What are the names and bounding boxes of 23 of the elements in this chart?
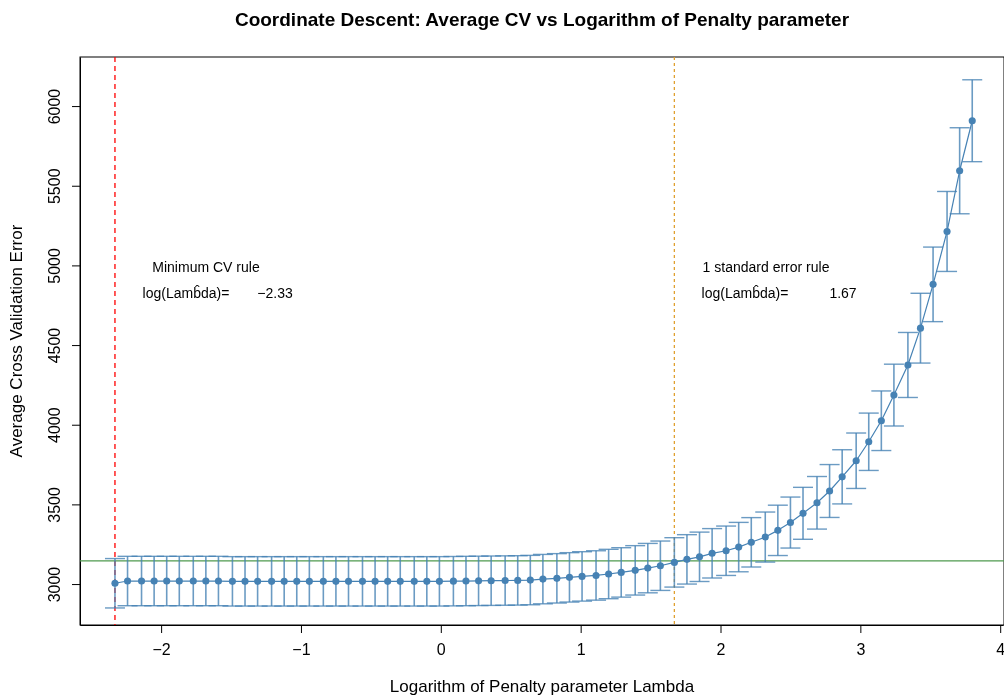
x-tick-label: −1 (292, 641, 311, 659)
y-tick-label: 3500 (46, 486, 63, 523)
y-tick-label: 3000 (46, 566, 63, 603)
x-tick-label: 2 (716, 641, 726, 659)
x-tick-label: 4 (996, 641, 1004, 659)
annotation: 1 standard error rule (702, 258, 830, 275)
x-tick-label: −2 (152, 641, 171, 659)
y-tick-label: 5500 (46, 168, 63, 205)
annotation: log(Lamb̂da)= (701, 284, 789, 301)
x-tick-label: 3 (856, 641, 866, 659)
y-tick-label: 4000 (46, 407, 63, 444)
y-tick-label: 5000 (46, 248, 63, 284)
annotation: 1.67 (829, 284, 857, 301)
x-axis-title: Logarithm of Penalty parameter Lambda (389, 677, 695, 696)
annotation: log(Lamb̂da)= (142, 284, 230, 301)
y-tick-label: 4500 (46, 327, 63, 364)
annotation: Minimum CV rule (152, 258, 260, 275)
x-tick-label: 1 (576, 641, 586, 659)
y-axis-title: Average Cross Validation Error (7, 224, 26, 458)
annotation: −2.33 (257, 284, 293, 301)
x-tick-label: 0 (436, 641, 446, 659)
y-tick-label: 6000 (46, 88, 63, 125)
chart-title: Coordinate Descent: Average CV vs Logarithm of Penalty parameter (234, 9, 850, 30)
